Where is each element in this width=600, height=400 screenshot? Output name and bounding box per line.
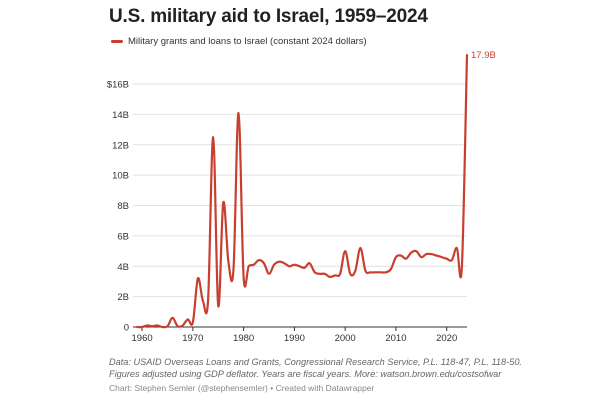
x-tick-label: 1960 — [132, 333, 153, 344]
y-tick-label: $16B — [107, 80, 129, 91]
y-tick-label: 10B — [112, 171, 129, 182]
y-tick-label: 2B — [117, 292, 129, 303]
end-value-label: 17.9B — [471, 50, 496, 61]
y-tick-label: 14B — [112, 110, 129, 121]
series-line-military-aid — [135, 54, 469, 329]
x-tick-label: 2010 — [385, 333, 406, 344]
y-tick-label: 12B — [112, 140, 129, 151]
source-note: Data: USAID Overseas Loans and Grants, C… — [109, 357, 522, 367]
legend: Military grants and loans to Israel (con… — [111, 36, 367, 47]
x-tick-label: 2000 — [335, 333, 356, 344]
legend-label: Military grants and loans to Israel (con… — [128, 36, 367, 47]
y-tick-label: 4B — [117, 262, 129, 273]
x-tick-label: 1980 — [233, 333, 254, 344]
y-tick-label: 0 — [124, 323, 129, 334]
method-note: Figures adjusted using GDP deflator. Yea… — [109, 369, 502, 379]
credit-line: Chart: Stephen Semler (@stephensemler) •… — [109, 383, 375, 393]
y-tick-label: 6B — [117, 231, 129, 242]
legend-swatch — [111, 40, 123, 43]
x-tick-label: 1970 — [182, 333, 203, 344]
y-tick-label: 8B — [117, 201, 129, 212]
chart-title: U.S. military aid to Israel, 1959–2024 — [109, 6, 428, 27]
x-tick-label: 2020 — [436, 333, 457, 344]
x-tick-label: 1990 — [284, 333, 305, 344]
